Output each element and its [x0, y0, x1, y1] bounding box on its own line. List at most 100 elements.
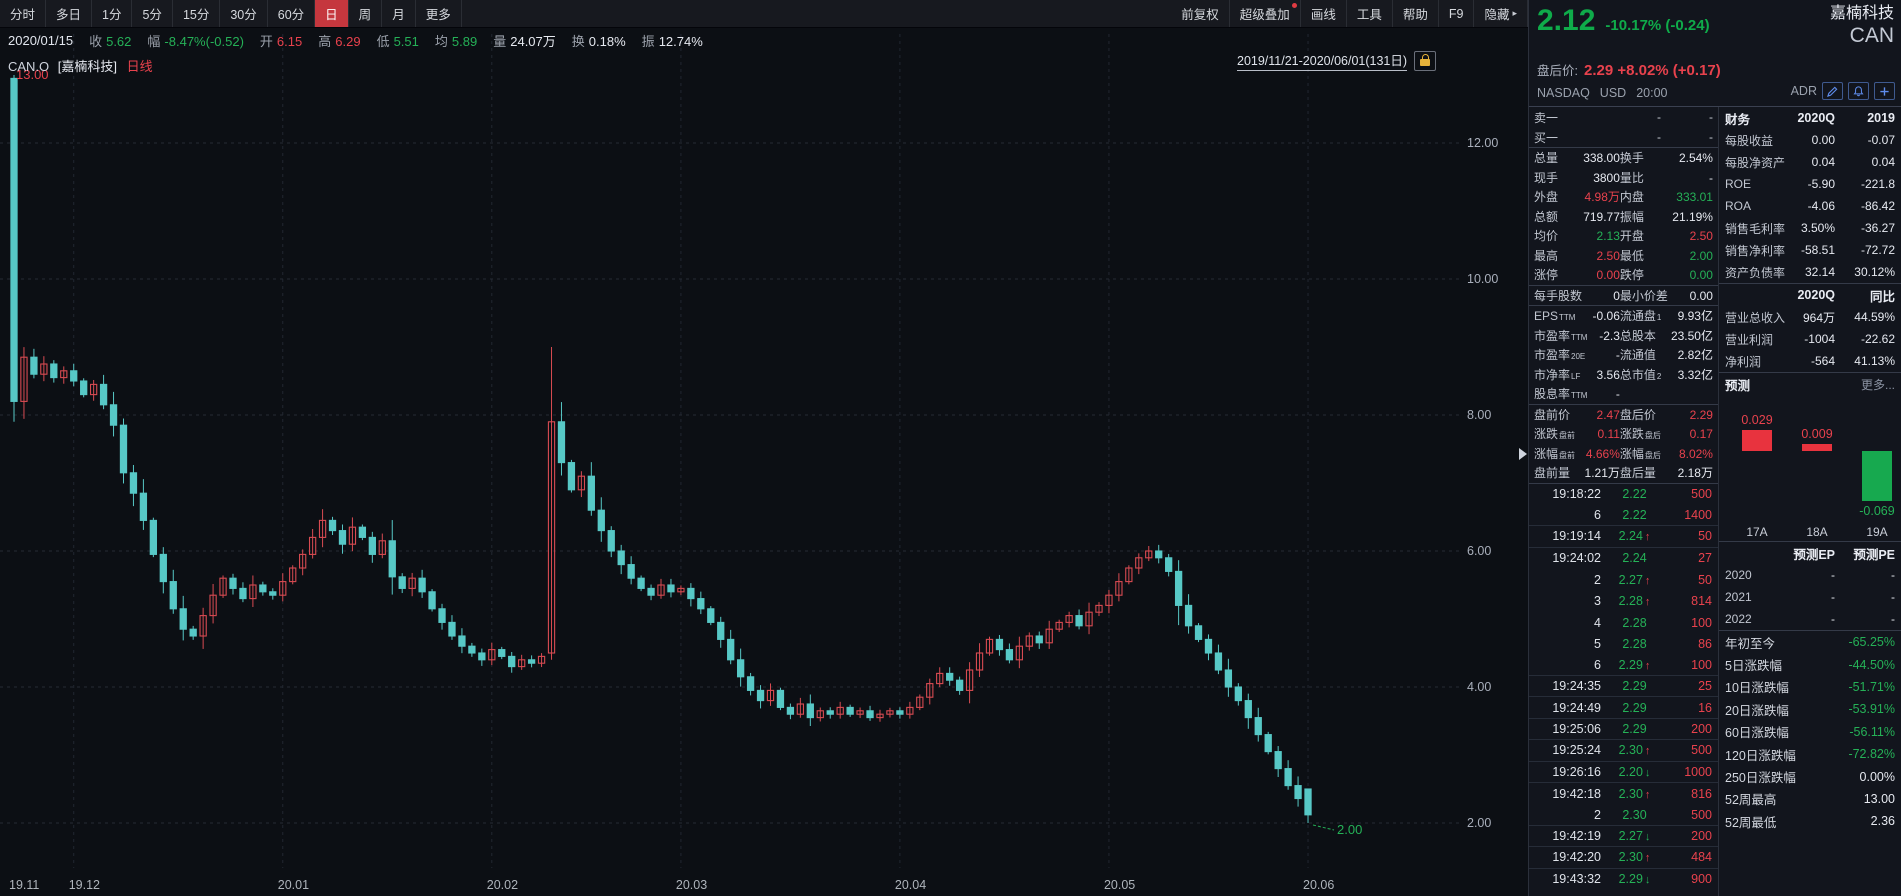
toolbar-action-4[interactable]: 帮助	[1393, 0, 1439, 27]
row-value-1: -5.90	[1807, 177, 1835, 191]
chart-range-label[interactable]: 2019/11/21-2020/06/01(131日)	[1237, 50, 1408, 71]
bid-ask-section: 卖一 - - 买一 - -	[1529, 107, 1718, 147]
candle-down	[1224, 669, 1233, 688]
field-label: 每手股数	[1534, 288, 1583, 303]
candle-up	[886, 710, 894, 715]
trade-volume: 100	[1691, 615, 1712, 630]
adr-label: ADR	[1790, 84, 1817, 98]
trade-time: 19:26:16	[1552, 764, 1601, 779]
field-value: -	[1615, 387, 1620, 402]
trade-volume: 816	[1691, 786, 1712, 801]
toolbar-action-2[interactable]: 画线	[1301, 0, 1347, 27]
chart-toolbar: 分时 多日 1分 5分 15分 30分 60分日周月更多 前复权 超级叠加 画线 工具 帮助 F9 隐藏…	[0, 0, 1528, 28]
candle-up	[279, 581, 287, 596]
stat-row-5: 最高 2.50 最低 2.00	[1529, 246, 1718, 266]
field-label-sup: 1	[1656, 313, 1662, 323]
toolbar-action-5[interactable]: F9	[1439, 0, 1475, 27]
forecast-more-link[interactable]: 更多...	[1860, 377, 1895, 392]
candle-down	[1075, 615, 1083, 627]
candle-up	[1025, 635, 1033, 647]
period-tab-7[interactable]: 日	[315, 0, 349, 27]
field-label: 振幅	[1619, 209, 1644, 224]
period-tab-1[interactable]: 多日	[46, 0, 93, 27]
trade-volume: 100	[1691, 657, 1712, 672]
candle-down	[1155, 550, 1163, 559]
period-tab-3[interactable]: 5分	[132, 0, 173, 27]
stat-row-0: 年初至今 -65.25%	[1719, 631, 1901, 653]
candle-down	[607, 530, 615, 552]
candle-down	[169, 581, 177, 610]
trade-time: 19:24:35	[1552, 679, 1601, 694]
row-label: ROE	[1725, 177, 1752, 191]
field-value: 21.19%	[1672, 209, 1713, 224]
finance-column: 财务 2020Q 2019 每股收益 0.00 -0.07 每股净资产 0.04 0.04 ROE…	[1719, 107, 1901, 896]
candle-down	[627, 564, 635, 579]
trade-volume: 50	[1698, 529, 1712, 544]
stat-value: -72.82%	[1848, 747, 1895, 762]
info-field-value: -8.47%(-0.52)	[164, 33, 244, 49]
period-tab-9[interactable]: 月	[382, 0, 416, 27]
candle-down	[756, 689, 765, 702]
stat-value: -53.91%	[1848, 702, 1895, 717]
toolbar-action-1[interactable]: 超级叠加	[1230, 0, 1301, 27]
field-label: 量比	[1619, 170, 1644, 185]
info-field-label: 收	[89, 33, 103, 49]
candle-down	[647, 587, 655, 596]
field-label: 流通盘	[1619, 309, 1656, 324]
session-row-3: 盘前量 1.21万 盘后量 2.18万	[1529, 463, 1718, 483]
order-book-column: 卖一 - - 买一 - - 总量 338.00 换手 2.54% 现手 3800 量比 - 外盘 4.98万…	[1529, 107, 1719, 896]
toolbar-action-0[interactable]: 前复权	[1171, 0, 1230, 27]
info-field-6: 量 24.07万	[493, 31, 556, 50]
row-label: 财务	[1725, 112, 1751, 127]
candle-up	[985, 638, 994, 654]
period-tab-8[interactable]: 周	[349, 0, 383, 27]
trade-price: 2.29	[1622, 700, 1647, 715]
trade-tape[interactable]: 19:18:22 2.22 500 6 2.22 1400 19:19:14 2.24 ↑ 50 1…	[1529, 484, 1718, 890]
trade-time: 4	[1594, 615, 1601, 630]
arrow-up-icon: ↑	[1644, 659, 1651, 672]
panel-collapse-handle[interactable]	[1519, 448, 1527, 460]
divider	[1529, 482, 1718, 484]
period-tab-0[interactable]: 分时	[0, 0, 47, 27]
row-label: 2020	[1725, 568, 1752, 582]
alert-button[interactable]	[1848, 82, 1869, 100]
period-tab-6[interactable]: 60分	[268, 0, 316, 27]
candle-down	[1165, 557, 1173, 572]
field-value: 4.98万	[1584, 190, 1620, 205]
quarter-row-0: 营业总收入 964万 44.59%	[1719, 306, 1901, 328]
period-tab-4[interactable]: 15分	[173, 0, 221, 27]
stat-row-3: 20日涨跌幅 -53.91%	[1719, 698, 1901, 720]
row-value-2: 41.13%	[1854, 354, 1895, 368]
stat-row-4: 均价 2.13 开盘 2.50	[1529, 226, 1718, 246]
period-tab-5[interactable]: 30分	[220, 0, 268, 27]
field-label: 盘后价	[1619, 407, 1656, 422]
field-label: 涨幅	[1534, 446, 1559, 461]
trade-row-14: 19:42:18 2.30 ↑ 816	[1529, 783, 1718, 804]
volume-stats-section: 总量 338.00 换手 2.54% 现手 3800 量比 - 外盘 4.98万 内盘 333.01 总…	[1529, 148, 1718, 285]
lock-icon	[1420, 54, 1431, 66]
quarter-section: 2020Q 同比 营业总收入 964万 44.59% 营业利润 -1004 -22.62 净利润…	[1719, 284, 1901, 372]
field-value: 3.56	[1596, 367, 1620, 382]
candle-down	[697, 598, 705, 610]
candlestick-chart[interactable]: 2.00 4.00 6.00 8.00 10.00 12.00 19.11 19.12 20.0…	[0, 0, 1528, 896]
period-tab-10[interactable]: 更多	[416, 0, 462, 27]
candle-up	[1115, 581, 1123, 596]
candle-up	[40, 363, 48, 375]
stat-row-4: 60日涨跌幅 -56.11%	[1719, 721, 1901, 743]
financials-row-4: 销售毛利率 3.50% -36.27	[1719, 217, 1901, 239]
trade-price: 2.28	[1622, 615, 1647, 630]
candle-down	[776, 689, 785, 708]
arrow-down-icon: ↓	[1644, 874, 1651, 887]
period-tab-2[interactable]: 1分	[92, 0, 133, 27]
toolbar-action-3[interactable]: 工具	[1347, 0, 1393, 27]
edit-button[interactable]	[1822, 82, 1843, 100]
stat-label: 年初至今	[1725, 636, 1776, 651]
toolbar-action-6[interactable]: 隐藏 ▸	[1474, 0, 1528, 27]
add-watchlist-button[interactable]	[1874, 82, 1895, 100]
row-value-2: 预测PE	[1853, 547, 1895, 562]
candle-down	[587, 475, 595, 511]
stat-value: 2.36	[1870, 814, 1895, 829]
range-lock-button[interactable]	[1414, 50, 1437, 71]
trade-time: 6	[1594, 657, 1601, 672]
stock-code: CAN	[1849, 24, 1894, 48]
